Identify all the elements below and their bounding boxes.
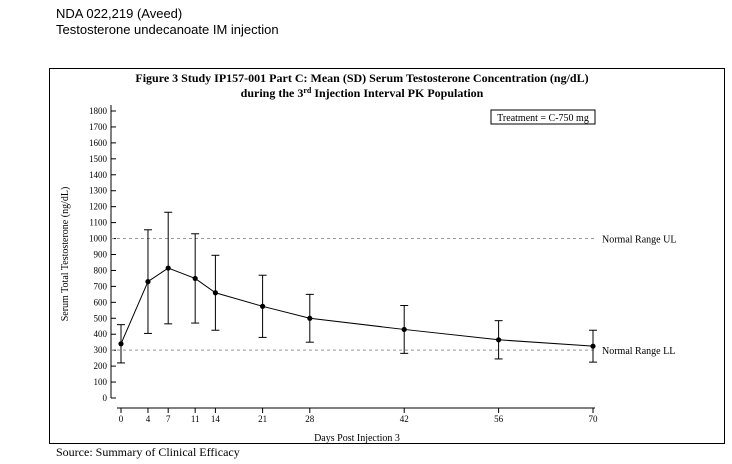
figure-frame xyxy=(49,68,725,444)
x-tick-label: 28 xyxy=(305,414,315,424)
x-tick-label: 21 xyxy=(258,414,267,424)
y-tick-label: 200 xyxy=(94,361,108,371)
y-tick-label: 1600 xyxy=(89,138,108,148)
y-tick-label: 1400 xyxy=(89,170,108,180)
y-tick-label: 500 xyxy=(94,313,108,323)
y-tick-label: 1000 xyxy=(89,234,108,244)
y-tick-label: 1500 xyxy=(89,154,108,164)
x-tick-label: 11 xyxy=(191,414,200,424)
chart-title-line1: Figure 3 Study IP157-001 Part C: Mean (S… xyxy=(135,71,588,85)
chart-title-line2-sup: rd xyxy=(303,86,312,95)
axes-group: 0100200300400500600700800900100011001200… xyxy=(89,105,598,424)
x-axis-label: Days Post Injection 3 xyxy=(314,433,400,444)
y-tick-label: 100 xyxy=(94,377,108,387)
y-tick-label: 1300 xyxy=(89,186,108,196)
x-tick-label: 42 xyxy=(400,414,409,424)
x-tick-label: 7 xyxy=(166,414,171,424)
chart-title-line2: during the 3rd Injection Interval PK Pop… xyxy=(241,86,484,100)
series-marks xyxy=(117,211,597,364)
legend-label: Treatment = C-750 mg xyxy=(497,113,589,124)
data-point xyxy=(145,279,151,285)
data-point xyxy=(212,290,218,296)
y-tick-label: 1700 xyxy=(89,122,108,132)
chart-title-line2-pre: during the 3 xyxy=(241,86,304,100)
mean-line xyxy=(120,267,594,347)
y-tick-label: 800 xyxy=(94,265,108,275)
data-point xyxy=(307,315,313,321)
x-tick-label: 56 xyxy=(494,414,504,424)
data-point xyxy=(192,275,198,282)
y-tick-label: 1100 xyxy=(89,218,107,228)
data-point xyxy=(165,265,171,271)
y-tick-label: 900 xyxy=(94,250,108,260)
y-tick-label: 700 xyxy=(94,281,108,291)
document-header-line2: Testosterone undecanoate IM injection xyxy=(56,22,279,37)
data-point xyxy=(401,326,407,333)
y-tick-label: 300 xyxy=(94,345,108,355)
data-point xyxy=(118,341,124,347)
data-point xyxy=(260,303,266,309)
y-tick-label: 0 xyxy=(103,393,108,403)
reference-line-label: Normal Range UL xyxy=(602,235,676,246)
y-tick-label: 1200 xyxy=(89,202,108,212)
reference-line-label: Normal Range LL xyxy=(602,346,675,357)
y-tick-label: 400 xyxy=(94,329,108,339)
reference-lines: Normal Range UL Normal Range LL xyxy=(111,235,676,357)
chart-title-line2-post: Injection Interval PK Population xyxy=(311,86,483,100)
y-axis-label: Serum Total Testosterone (ng/dL) xyxy=(60,187,71,322)
legend-box xyxy=(490,109,596,125)
y-tick-label: 1800 xyxy=(89,106,108,116)
x-tick-label: 4 xyxy=(146,414,151,424)
x-tick-label: 0 xyxy=(119,414,124,424)
y-tick-label: 600 xyxy=(94,297,108,307)
figure-source: Source: Summary of Clinical Efficacy xyxy=(56,445,240,459)
x-tick-label: 14 xyxy=(211,414,221,424)
x-tick-label: 70 xyxy=(589,414,599,424)
data-point xyxy=(590,343,596,349)
data-point xyxy=(496,337,502,343)
document-header-line1: NDA 022,219 (Aveed) xyxy=(56,6,183,21)
